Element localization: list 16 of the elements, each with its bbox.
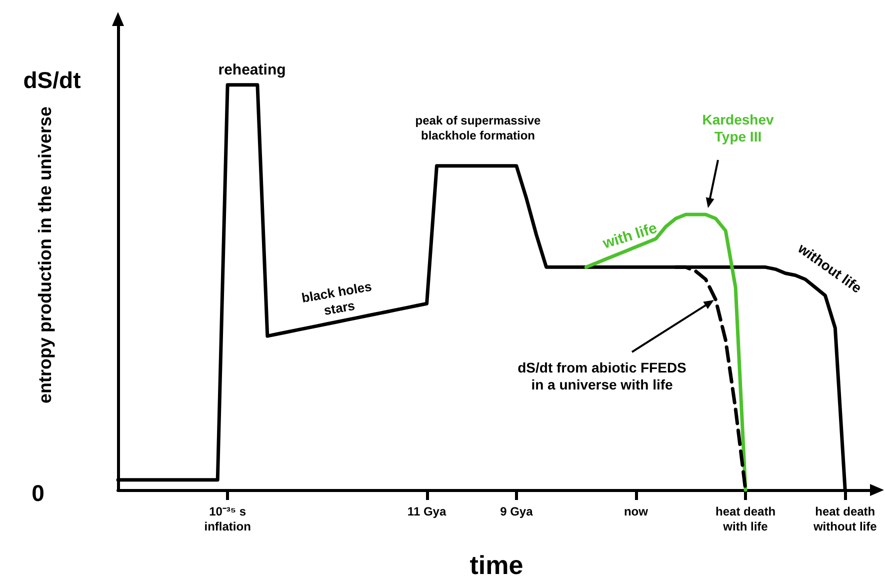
- x-tick-label: now: [624, 504, 649, 518]
- text: 0: [32, 480, 44, 506]
- text: reheating: [218, 62, 286, 78]
- x-tick-label: 10⁻³⁵ s inflation: [204, 504, 251, 534]
- annotation: peak of supermassive blackhole formation: [415, 114, 542, 142]
- annotation: black holes stars: [300, 278, 373, 318]
- y-axis-title: entropy production in the universe: [35, 106, 55, 404]
- x-tick-label: heat death without life: [812, 504, 878, 534]
- text: dS/dt: [23, 67, 82, 93]
- annotation: with life: [600, 220, 660, 253]
- annotation: dS/dt from abiotic FFEDS in a universe with life: [518, 360, 686, 392]
- x-tick-label: 11 Gya: [407, 504, 446, 518]
- x-tick-label: 9 Gya: [500, 504, 534, 518]
- annotation: Kardeshev Type III: [702, 112, 774, 144]
- x-axis-title: time: [470, 550, 524, 580]
- x-tick-label: heat death with life: [716, 504, 776, 534]
